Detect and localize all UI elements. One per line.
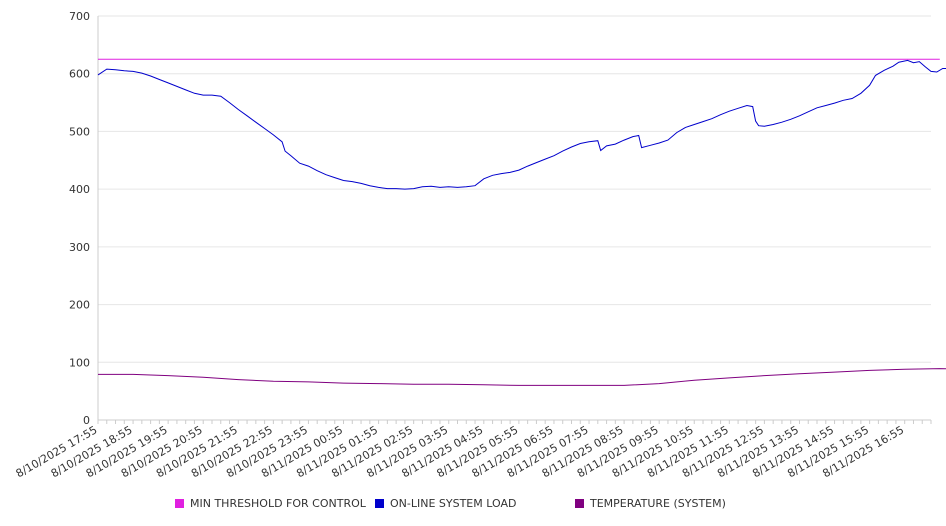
- legend-item-temperature[interactable]: TEMPERATURE (SYSTEM): [575, 497, 726, 510]
- legend-swatch-threshold: [175, 499, 184, 508]
- axes: [97, 16, 932, 424]
- series-system-load-line: [97, 59, 946, 190]
- legend-swatch-system-load: [375, 499, 384, 508]
- y-tick-label: 600: [69, 68, 90, 81]
- y-tick-label: 500: [69, 125, 90, 138]
- series-temperature-line: [98, 368, 946, 386]
- legend-item-system-load[interactable]: ON-LINE SYSTEM LOAD: [375, 497, 516, 510]
- y-tick-label: 200: [69, 299, 90, 312]
- y-axis-ticks: 0 100 200 300 400 500 600 700: [69, 10, 90, 427]
- series-lines: [97, 58, 946, 386]
- legend: MIN THRESHOLD FOR CONTROL ON-LINE SYSTEM…: [0, 497, 946, 515]
- y-tick-label: 100: [69, 356, 90, 369]
- legend-label-temperature: TEMPERATURE (SYSTEM): [590, 497, 726, 510]
- x-axis-ticks: 8/10/2025 17:558/10/2025 18:558/10/2025 …: [14, 423, 907, 480]
- y-tick-label: 300: [69, 241, 90, 254]
- y-tick-label: 400: [69, 183, 90, 196]
- y-tick-label: 700: [69, 10, 90, 23]
- gridlines: [98, 15, 931, 363]
- legend-label-threshold: MIN THRESHOLD FOR CONTROL: [190, 497, 366, 510]
- legend-label-system-load: ON-LINE SYSTEM LOAD: [390, 497, 517, 510]
- legend-item-threshold[interactable]: MIN THRESHOLD FOR CONTROL: [175, 497, 366, 510]
- y-tick-label: 0: [83, 414, 90, 427]
- legend-swatch-temperature: [575, 499, 584, 508]
